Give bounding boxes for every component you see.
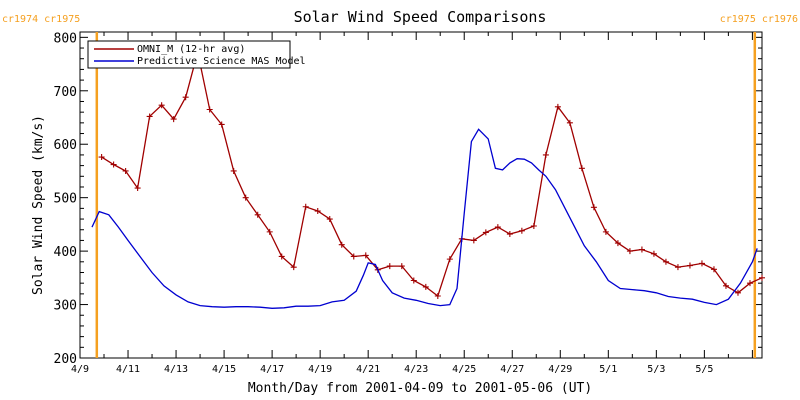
omni-series-line	[101, 52, 763, 298]
y-axis-label: Solar Wind Speed (km/s)	[31, 115, 46, 295]
omni-data-point	[122, 167, 129, 174]
y-tick-label: 400	[54, 245, 77, 260]
omni-data-point	[698, 260, 705, 267]
omni-data-point	[158, 102, 165, 109]
omni-data-point	[614, 240, 621, 247]
omni-data-point	[410, 277, 417, 284]
omni-data-point	[506, 231, 513, 238]
x-tick-label: 4/9	[71, 364, 89, 375]
omni-data-point	[386, 263, 393, 270]
omni-data-point	[230, 167, 237, 174]
omni-data-point	[590, 204, 597, 211]
rotation-marker-label: cr1975 cr1976	[720, 14, 798, 25]
omni-data-point	[686, 262, 693, 269]
y-tick-label: 200	[54, 352, 77, 367]
omni-data-point	[326, 216, 333, 223]
y-tick-label: 800	[54, 31, 77, 46]
omni-data-point	[710, 266, 717, 273]
x-tick-label: 4/11	[116, 364, 140, 375]
x-tick-label: 4/15	[212, 364, 236, 375]
omni-data-point	[470, 237, 477, 244]
omni-data-point	[602, 228, 609, 235]
omni-data-point	[398, 263, 405, 270]
legend-box	[87, 40, 291, 69]
omni-data-point	[650, 250, 657, 257]
rotation-marker-lines: cr1974 cr1975 cr1975 cr1976	[2, 14, 798, 358]
omni-data-point	[242, 194, 249, 201]
series-layer	[91, 49, 765, 309]
omni-data-point	[578, 165, 585, 172]
x-tick-label: 4/21	[356, 364, 380, 375]
omni-data-point	[566, 119, 573, 126]
omni-data-point	[446, 256, 453, 263]
legend: OMNI_M (12-hr avg) Predictive Science MA…	[87, 40, 306, 69]
plot-axes: 200 300 400 500 600 700 800 4/9 4/11 4/13 4/15 4/17…	[54, 31, 763, 375]
omni-data-point	[182, 94, 189, 101]
omni-data-point	[170, 116, 177, 123]
omni-data-point	[542, 151, 549, 158]
omni-data-point	[518, 227, 525, 234]
x-tick-label: 5/1	[599, 364, 617, 375]
omni-data-point	[350, 253, 357, 260]
omni-data-point	[626, 248, 633, 255]
omni-data-point	[110, 161, 117, 168]
omni-data-point	[206, 106, 213, 113]
x-axis-label: Month/Day from 2001-04-09 to 2001-05-06 …	[248, 381, 592, 396]
x-tick-label: 5/3	[647, 364, 665, 375]
omni-data-point	[746, 280, 753, 287]
omni-data-point	[290, 264, 297, 271]
legend-label-omni: OMNI_M (12-hr avg)	[137, 44, 245, 55]
x-tick-label: 4/13	[164, 364, 188, 375]
rotation-marker-label: cr1974 cr1975	[2, 14, 80, 25]
omni-data-point	[674, 264, 681, 271]
mas-series-line	[91, 128, 758, 309]
x-tick-label: 4/25	[452, 364, 476, 375]
omni-data-point	[218, 121, 225, 128]
omni-data-point	[638, 246, 645, 253]
x-tick-label: 4/17	[260, 364, 284, 375]
y-tick-label: 300	[54, 299, 77, 314]
legend-label-mas: Predictive Science MAS Model	[137, 56, 306, 67]
x-tick-label: 4/23	[404, 364, 428, 375]
omni-data-point	[254, 211, 261, 218]
omni-data-point	[314, 208, 321, 215]
x-tick-label: 4/29	[548, 364, 572, 375]
omni-data-point	[362, 252, 369, 259]
omni-data-point	[266, 228, 273, 235]
omni-data-point	[338, 241, 345, 248]
omni-data-point	[494, 224, 501, 231]
plot-frame	[79, 31, 763, 359]
omni-data-point	[422, 283, 429, 290]
omni-data-point	[434, 293, 441, 300]
omni-data-point	[722, 282, 729, 289]
omni-data-point	[734, 289, 741, 296]
omni-data-point	[482, 229, 489, 236]
omni-data-point	[759, 274, 765, 281]
y-tick-label: 500	[54, 192, 77, 207]
x-tick-label: 5/5	[695, 364, 713, 375]
chart-title: Solar Wind Speed Comparisons	[294, 8, 547, 26]
omni-data-point	[134, 185, 141, 192]
omni-data-point	[662, 258, 669, 265]
omni-data-point	[98, 154, 105, 161]
omni-data-point	[302, 203, 309, 210]
y-tick-label: 700	[54, 85, 77, 100]
omni-data-point	[530, 222, 537, 229]
y-tick-label: 600	[54, 138, 77, 153]
omni-data-point	[554, 103, 561, 110]
x-tick-label: 4/27	[500, 364, 524, 375]
omni-data-point	[146, 113, 153, 120]
omni-data-point	[278, 253, 285, 260]
x-tick-label: 4/19	[308, 364, 332, 375]
